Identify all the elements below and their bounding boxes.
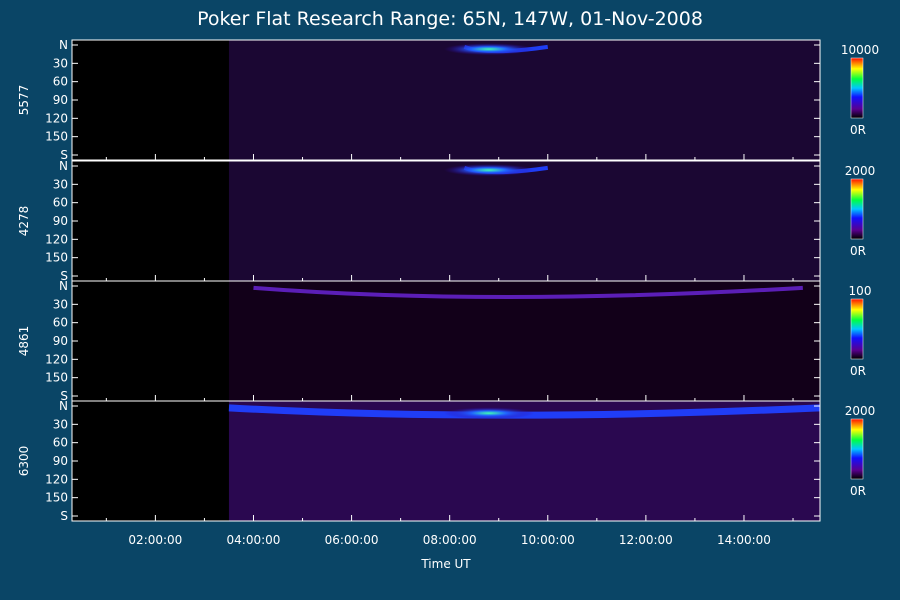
panel-4861-ytick-label: N [59, 279, 68, 293]
panel-4861-auroral-band [253, 285, 803, 299]
panel-4278-colorbar [850, 178, 864, 240]
x-tick-label: 02:00:00 [128, 533, 182, 547]
chart-title: Poker Flat Research Range: 65N, 147W, 01… [197, 8, 703, 30]
panel-6300-ylabel: 6300 [17, 446, 31, 477]
panel-5577-bright-spot [443, 43, 534, 56]
panel-6300-ytick-label: 120 [45, 472, 68, 486]
x-tick-label: 12:00:00 [619, 533, 673, 547]
x-tick-label: 14:00:00 [717, 533, 771, 547]
panel-4861-ylabel: 4861 [17, 326, 31, 357]
panel-4278-data-region [228, 161, 820, 281]
panel-4861-colorbar-max: 100 [849, 284, 872, 298]
panel-5577-colorbar-max: 10000 [841, 43, 879, 57]
panel-6300-colorbar-min: 0R [850, 484, 866, 498]
x-tick-label: 06:00:00 [325, 533, 379, 547]
panel-4278-ytick-label: 150 [45, 251, 68, 265]
panel-6300-ytick-label: N [59, 399, 68, 413]
panel-6300-data-region [228, 401, 820, 521]
panel-4278-ytick-label: 120 [45, 232, 68, 246]
x-tick-label: 10:00:00 [521, 533, 575, 547]
panel-5577-ylabel: 5577 [17, 85, 31, 116]
panel-6300-bright-spot [443, 407, 534, 420]
panel-6300-ytick-label: 60 [53, 436, 68, 450]
x-tick-label: 04:00:00 [227, 533, 281, 547]
panel-5577-ytick-label: N [59, 38, 68, 52]
panel-6300-ytick-label: 30 [53, 417, 68, 431]
panel-4861-ytick-label: 90 [53, 334, 68, 348]
panel-4861-ytick-label: 60 [53, 316, 68, 330]
panel-4278-ytick-label: 30 [53, 177, 68, 191]
panel-4278-ylabel: 4278 [17, 206, 31, 237]
panel-6300-ytick-label: 90 [53, 454, 68, 468]
panel-4278-ytick-label: S [60, 269, 68, 283]
panel-4861-colorbar-min: 0R [850, 364, 866, 378]
panel-6300-colorbar-max: 2000 [845, 404, 876, 418]
panel-4278-colorbar-min: 0R [850, 244, 866, 258]
panel-4861-ytick-label: 120 [45, 352, 68, 366]
panel-4278-bright-spot [443, 164, 534, 177]
panel-4278-ytick-label: 60 [53, 196, 68, 210]
panel-5577-ytick-label: 150 [45, 130, 68, 144]
panel-4861-data-region [228, 281, 820, 401]
panel-6300-ytick-label: 150 [45, 491, 68, 505]
panel-5577-colorbar-min: 0R [850, 123, 866, 137]
panel-6300-colorbar [850, 418, 864, 480]
panel-5577-ytick-label: S [60, 148, 68, 162]
panel-5577-data-region [228, 40, 820, 160]
x-axis-label: Time UT [420, 557, 471, 571]
panel-5577-ytick-label: 120 [45, 111, 68, 125]
panel-4861-ytick-label: S [60, 389, 68, 403]
panel-4861-colorbar [850, 298, 864, 360]
panel-5577-colorbar [850, 57, 864, 119]
panel-6300-ytick-label: S [60, 509, 68, 523]
panel-5577-ytick-label: 60 [53, 75, 68, 89]
panel-5577-ytick-label: 90 [53, 93, 68, 107]
panel-4278-ytick-label: 90 [53, 214, 68, 228]
panel-4861-ytick-label: 150 [45, 371, 68, 385]
panel-4278-ytick-label: N [59, 159, 68, 173]
panel-4861-ytick-label: 30 [53, 297, 68, 311]
x-tick-label: 08:00:00 [423, 533, 477, 547]
panel-4278-colorbar-max: 2000 [845, 164, 876, 178]
panel-5577-ytick-label: 30 [53, 56, 68, 70]
